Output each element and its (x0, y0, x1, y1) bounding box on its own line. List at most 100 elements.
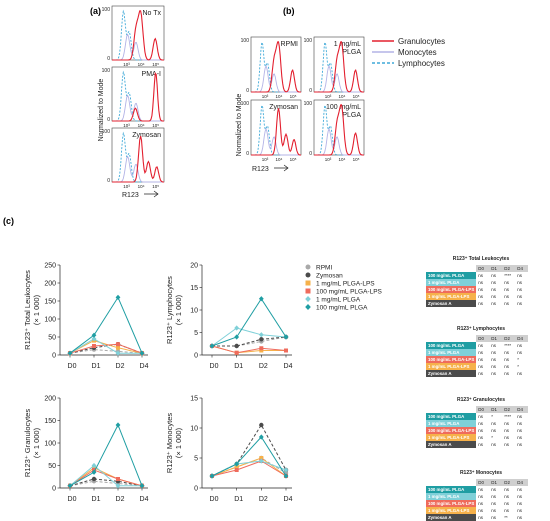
hist-b-2-ytick-0: 0 (246, 151, 249, 157)
series-line (211, 345, 287, 354)
stats-day-header: D4 (515, 265, 529, 272)
hist-b-0-title: RPMI (281, 41, 299, 48)
stats-cell: ns (515, 441, 529, 448)
stats-corner (426, 479, 477, 486)
hist-b-3-title: 100 mg/mL (326, 104, 361, 111)
stats-cell: **** (502, 413, 516, 420)
line-chart-3-ylabel: (× 1 000) (174, 427, 183, 458)
hist-a-2-ytick-100: 100 (102, 129, 111, 135)
stats-grid: D0 D1 D2 D4 100 mg/mL PLGA ns ns **** ns 1 mg/mL … (426, 265, 529, 307)
stats-row-label: 100 mg/mL PLGA (426, 413, 477, 420)
data-point (284, 348, 288, 353)
stats-cell: ns (489, 349, 503, 356)
data-point (92, 344, 96, 348)
hist-b-2-xtick: 10³ (262, 157, 269, 162)
line-chart-1: 0 5 10 15 20 D0 D1 D2 D4 R123⁺ Lymphocytes (× 1 00… (165, 263, 293, 371)
stats-cell: ns (489, 514, 503, 521)
y-tick-label: 250 (44, 263, 56, 270)
hist-a-1-granulocytes-curve (112, 72, 164, 122)
hist-a-0-xtick: 10⁵ (152, 62, 159, 67)
stats-table: R123⁺ Lymphocytes D0 D1 D2 D4 100 mg/mL PLGA n… (426, 326, 536, 377)
line-chart-2: 0 50 100 150 200 D0 D1 D2 D4 R123⁺ Granulocytes (×… (23, 396, 149, 504)
series-line (69, 469, 143, 487)
y-tick-label: 5 (194, 456, 198, 463)
hist-legend-label-0: Granulocytes (398, 37, 445, 46)
series-line (69, 464, 142, 487)
line-chart-1-ylabel: R123⁺ Lymphocytes (165, 276, 174, 344)
hist-b-xlabel: R123 (252, 166, 269, 173)
hist-a-0-xtick: 10³ (123, 62, 130, 67)
data-point (259, 422, 264, 428)
hist-b-3-ytick-100: 100 (304, 101, 313, 107)
line-chart-3-ylabel: R123⁺ Monocytes (165, 413, 174, 473)
stats-cell: ns (502, 370, 516, 377)
stats-day-header: D2 (502, 406, 516, 413)
panel-label-c: (c) (3, 216, 14, 226)
stats-row-label: Zymosan A (426, 514, 477, 521)
y-tick-label: 0 (194, 353, 198, 360)
stats-cell: ns (489, 441, 503, 448)
y-tick-label: 0 (194, 486, 198, 493)
stats-cell: ns (489, 507, 503, 514)
series-line (69, 338, 142, 354)
stats-day-header: D0 (476, 406, 490, 413)
series-line (69, 340, 143, 354)
hist-b-arrow (274, 164, 289, 172)
hist-a-0-frame (111, 5, 165, 61)
stats-cell: ns (476, 493, 490, 500)
x-tick-label: D0 (68, 496, 77, 503)
hist-b-0-lymphocytes-curve (251, 40, 301, 93)
stats-cell: ns (515, 514, 529, 521)
data-point (283, 467, 289, 473)
legend-marker (305, 272, 311, 278)
stats-cell: ns (515, 349, 529, 356)
series-line (211, 424, 287, 477)
stats-cell: ns (476, 514, 490, 521)
y-tick-label: 100 (44, 317, 56, 324)
line-chart-3: 0 5 10 15 D0 D1 D2 D4 R123⁺ Monocytes (× 1 000) (165, 396, 293, 504)
stats-cell: ns (515, 427, 529, 434)
series-line (69, 349, 143, 354)
hist-b-3-xtick: 10⁵ (353, 157, 360, 162)
hist-b-2-granulocytes-curve (251, 108, 301, 156)
series-line (211, 460, 287, 477)
stats-cell: ns (515, 286, 529, 293)
hist-a-ylabel: Normalized to Mode (98, 79, 105, 142)
stats-cell: ns (476, 300, 490, 307)
stats-cell: ns (515, 342, 529, 349)
hist-a-2-title: Zymosan (132, 132, 161, 139)
stats-day-header: D2 (502, 265, 516, 272)
stats-cell: ns (502, 300, 516, 307)
stats-row-label: 1 mg/mL PLGA (426, 493, 477, 500)
y-tick-label: 0 (52, 353, 56, 360)
panel-label-a: (a) (90, 6, 101, 16)
stats-row-label: 1 mg/mL PLGA-LPS (426, 293, 477, 300)
y-tick-label: 10 (190, 308, 198, 315)
data-point (91, 469, 97, 475)
stats-corner (426, 335, 477, 342)
y-tick-label: 50 (48, 335, 56, 342)
data-point (234, 461, 240, 467)
stats-cell: ns (476, 342, 490, 349)
hist-b-2-lymphocytes-curve (251, 103, 301, 156)
line-chart-0: 0 50 100 150 200 250 D0 D1 D2 D4 R123⁺ Total Leuko… (23, 263, 149, 371)
stats-cell: ns (502, 286, 516, 293)
hist-b-1-xtick: 10⁵ (353, 94, 360, 99)
stats-cell: ns (502, 434, 516, 441)
stats-cell: ns (515, 279, 529, 286)
stats-cell: ns (476, 507, 490, 514)
stats-cell: **** (502, 342, 516, 349)
stats-cell: ns (502, 427, 516, 434)
data-point (91, 332, 97, 338)
stats-day-header: D1 (489, 265, 503, 272)
data-point (91, 336, 97, 342)
stats-cell: ns (515, 486, 529, 493)
x-tick-label: D2 (259, 363, 268, 370)
series-line (212, 336, 287, 347)
hist-a-0-granulocytes-curve (112, 10, 164, 61)
stats-cell: ns (515, 293, 529, 300)
hist-b-0-xtick: 10⁵ (290, 94, 297, 99)
stats-cell: ns (515, 272, 529, 279)
stats-table: R123⁺ Monocytes D0 D1 D2 D4 100 mg/mL PLGA ns n… (426, 470, 536, 521)
